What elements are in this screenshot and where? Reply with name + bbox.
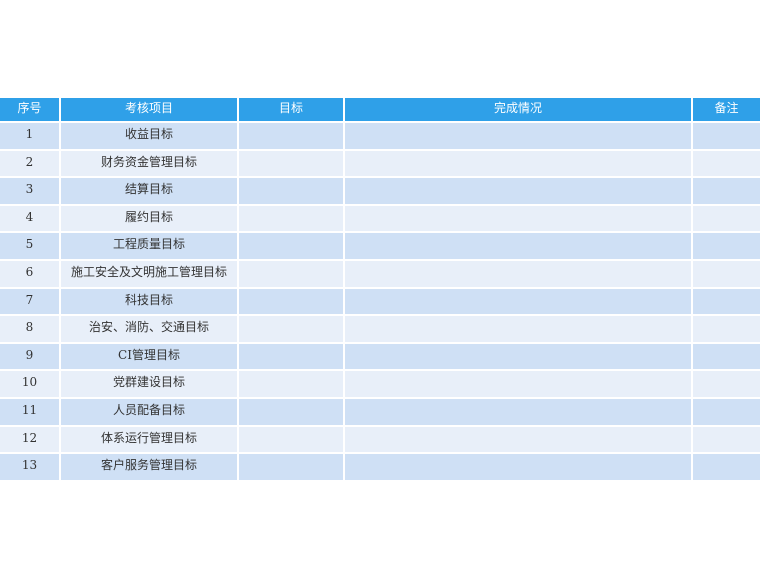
cell-item: 党群建设目标 — [59, 369, 239, 399]
table-row: 5 工程质量目标 — [0, 231, 760, 261]
cell-completion — [343, 203, 693, 234]
cell-remarks — [691, 341, 760, 372]
cell-no: 10 — [0, 369, 61, 399]
cell-completion — [343, 121, 693, 151]
cell-no: 5 — [0, 231, 61, 261]
cell-completion — [343, 286, 693, 317]
cell-completion — [343, 396, 693, 427]
cell-item: 客户服务管理目标 — [59, 452, 239, 482]
cell-remarks — [691, 424, 760, 455]
cell-remarks — [691, 452, 760, 482]
cell-completion — [343, 148, 693, 179]
cell-target — [237, 231, 345, 261]
cell-item: 科技目标 — [59, 286, 239, 317]
cell-remarks — [691, 176, 760, 206]
assessment-table: 序号 考核项目 目标 完成情况 备注 1 收益目标 2 财务资金管理目标 3 结算目标 4 履… — [0, 96, 760, 482]
cell-item: 治安、消防、交通目标 — [59, 314, 239, 344]
cell-target — [237, 452, 345, 482]
cell-remarks — [691, 286, 760, 317]
cell-target — [237, 424, 345, 455]
cell-target — [237, 369, 345, 399]
cell-no: 1 — [0, 121, 61, 151]
table-row: 10 党群建设目标 — [0, 369, 760, 399]
cell-target — [237, 203, 345, 234]
cell-completion — [343, 176, 693, 206]
cell-no: 7 — [0, 286, 61, 317]
table-row: 11 人员配备目标 — [0, 396, 760, 427]
cell-target — [237, 286, 345, 317]
cell-target — [237, 258, 345, 289]
cell-no: 13 — [0, 452, 61, 482]
table-row: 4 履约目标 — [0, 203, 760, 234]
cell-no: 11 — [0, 396, 61, 427]
cell-no: 9 — [0, 341, 61, 372]
cell-no: 4 — [0, 203, 61, 234]
header-remarks: 备注 — [691, 96, 760, 123]
table-row: 7 科技目标 — [0, 286, 760, 317]
cell-item: 人员配备目标 — [59, 396, 239, 427]
table-row: 13 客户服务管理目标 — [0, 452, 760, 482]
header-target: 目标 — [237, 96, 345, 123]
cell-remarks — [691, 231, 760, 261]
cell-completion — [343, 341, 693, 372]
header-completion: 完成情况 — [343, 96, 693, 123]
cell-no: 12 — [0, 424, 61, 455]
cell-item: 履约目标 — [59, 203, 239, 234]
cell-completion — [343, 424, 693, 455]
table-row: 8 治安、消防、交通目标 — [0, 314, 760, 344]
cell-target — [237, 148, 345, 179]
header-item: 考核项目 — [59, 96, 239, 123]
table-row: 2 财务资金管理目标 — [0, 148, 760, 179]
cell-target — [237, 176, 345, 206]
cell-item: 结算目标 — [59, 176, 239, 206]
cell-no: 6 — [0, 258, 61, 289]
header-row: 序号 考核项目 目标 完成情况 备注 — [0, 96, 760, 123]
table-row: 1 收益目标 — [0, 121, 760, 151]
cell-item: 收益目标 — [59, 121, 239, 151]
cell-remarks — [691, 396, 760, 427]
cell-item: 财务资金管理目标 — [59, 148, 239, 179]
cell-target — [237, 396, 345, 427]
cell-no: 2 — [0, 148, 61, 179]
cell-target — [237, 314, 345, 344]
cell-item: CI管理目标 — [59, 341, 239, 372]
cell-item: 工程质量目标 — [59, 231, 239, 261]
table-row: 6 施工安全及文明施工管理目标 — [0, 258, 760, 289]
cell-completion — [343, 231, 693, 261]
header-no: 序号 — [0, 96, 61, 123]
cell-no: 3 — [0, 176, 61, 206]
cell-completion — [343, 369, 693, 399]
cell-completion — [343, 258, 693, 289]
cell-remarks — [691, 258, 760, 289]
table-row: 12 体系运行管理目标 — [0, 424, 760, 455]
cell-target — [237, 121, 345, 151]
cell-remarks — [691, 369, 760, 399]
table-row: 9 CI管理目标 — [0, 341, 760, 372]
cell-completion — [343, 314, 693, 344]
cell-remarks — [691, 148, 760, 179]
table-row: 3 结算目标 — [0, 176, 760, 206]
cell-remarks — [691, 203, 760, 234]
cell-item: 施工安全及文明施工管理目标 — [59, 258, 239, 289]
cell-target — [237, 341, 345, 372]
cell-remarks — [691, 314, 760, 344]
cell-remarks — [691, 121, 760, 151]
cell-item: 体系运行管理目标 — [59, 424, 239, 455]
cell-no: 8 — [0, 314, 61, 344]
cell-completion — [343, 452, 693, 482]
